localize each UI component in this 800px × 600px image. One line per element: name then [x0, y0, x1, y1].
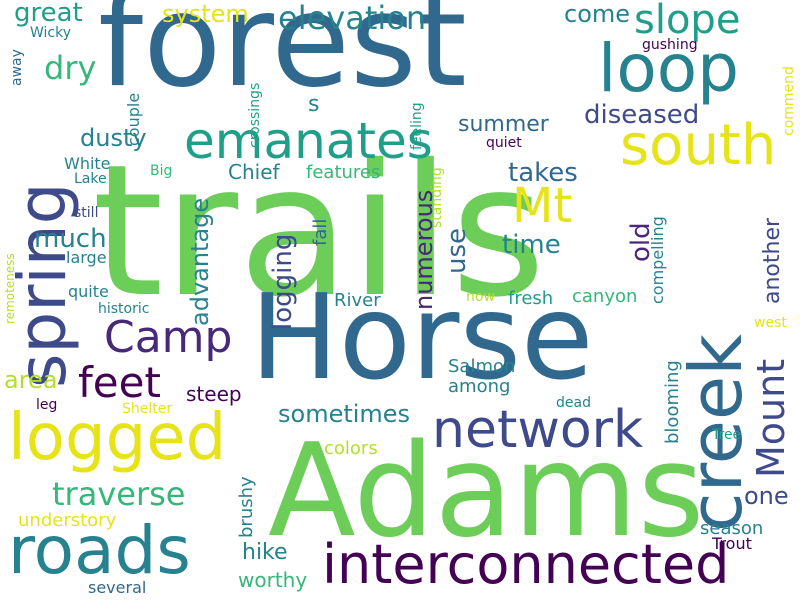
word-mt: Mt [512, 178, 573, 234]
word-quiet: quiet [486, 135, 522, 151]
word-leg: leg [36, 397, 58, 413]
word-colors: colors [324, 438, 378, 459]
word-horse: Horse [250, 268, 594, 406]
word-fresh: fresh [508, 288, 554, 309]
word-big: Big [150, 163, 173, 179]
word-dusty: dusty [80, 124, 147, 152]
word-hike: hike [242, 540, 288, 565]
word-lake: Lake [74, 171, 107, 187]
word-one: one [744, 482, 789, 510]
word-blooming: blooming [662, 360, 683, 444]
word-season: season [700, 518, 764, 539]
word-trails: trails [92, 125, 546, 337]
word-elevation: elevation [278, 0, 427, 37]
word-adams: Adams [268, 417, 705, 566]
word-dead: dead [556, 395, 591, 411]
word-among: among [448, 376, 511, 397]
word-time: time [502, 230, 561, 260]
word-much: much [34, 224, 107, 254]
word-white: White [64, 154, 111, 173]
word-network: network [432, 400, 644, 460]
word-diseased: diseased [584, 100, 700, 130]
word-logged: logged [8, 401, 227, 475]
word-trout: Trout [712, 534, 752, 553]
word-camp: Camp [104, 312, 233, 363]
word-brushy: brushy [236, 476, 257, 538]
word-feeling: feeling [409, 102, 425, 150]
word-historic: historic [98, 301, 150, 317]
word-slope: slope [634, 0, 741, 43]
word-tree: Tree [712, 427, 742, 443]
word-canyon: canyon [572, 286, 638, 307]
word-use: use [442, 227, 472, 274]
word-traverse: traverse [52, 475, 186, 513]
word-features: features [306, 162, 381, 183]
word-remoteness: remoteness [3, 253, 17, 324]
word-away: away [9, 49, 25, 86]
word-roads: roads [8, 512, 191, 589]
word-sometimes: sometimes [278, 400, 411, 428]
word-emanates: emanates [184, 112, 433, 170]
word-shelter: Shelter [122, 401, 173, 417]
word-mount: Mount [749, 358, 793, 478]
word-advantage: advantage [186, 197, 214, 326]
word-fall: fall [310, 218, 331, 246]
word-river: River [334, 290, 381, 311]
word-large: large [66, 248, 107, 267]
word-feet: feet [78, 358, 161, 407]
word-forest: forest [98, 0, 467, 116]
word-quite: quite [68, 282, 109, 301]
word-summer: summer [458, 112, 549, 137]
word-salmon: Salmon [448, 356, 516, 377]
word-s: s [308, 92, 320, 117]
word-area: area [4, 366, 58, 394]
word-great: great [14, 0, 83, 28]
word-gushing: gushing [642, 37, 698, 53]
word-understory: understory [18, 510, 117, 531]
word-logging: logging [268, 233, 298, 330]
word-steep: steep [186, 382, 242, 406]
word-now: now [466, 289, 495, 305]
word-commend: commend [781, 66, 797, 136]
word-couple: couple [124, 92, 143, 146]
word-several: several [88, 578, 147, 597]
word-west: west [754, 315, 787, 331]
word-worthy: worthy [238, 568, 308, 592]
word-come: come [564, 0, 631, 28]
word-system: system [162, 0, 249, 28]
word-dry: dry [44, 49, 97, 87]
word-wicky: Wicky [30, 25, 72, 41]
word-still: still [74, 205, 99, 221]
word-crossings: crossings [247, 82, 263, 148]
word-another: another [760, 217, 785, 304]
word-loop: loop [598, 30, 739, 107]
word-spring: spring [4, 182, 81, 388]
word-south: south [620, 113, 777, 178]
word-interconnected: interconnected [322, 533, 730, 596]
word-compelling: compelling [648, 216, 667, 304]
word-takes: takes [508, 158, 578, 188]
word-standing: standing [429, 167, 445, 228]
word-chief: Chief [228, 160, 280, 184]
